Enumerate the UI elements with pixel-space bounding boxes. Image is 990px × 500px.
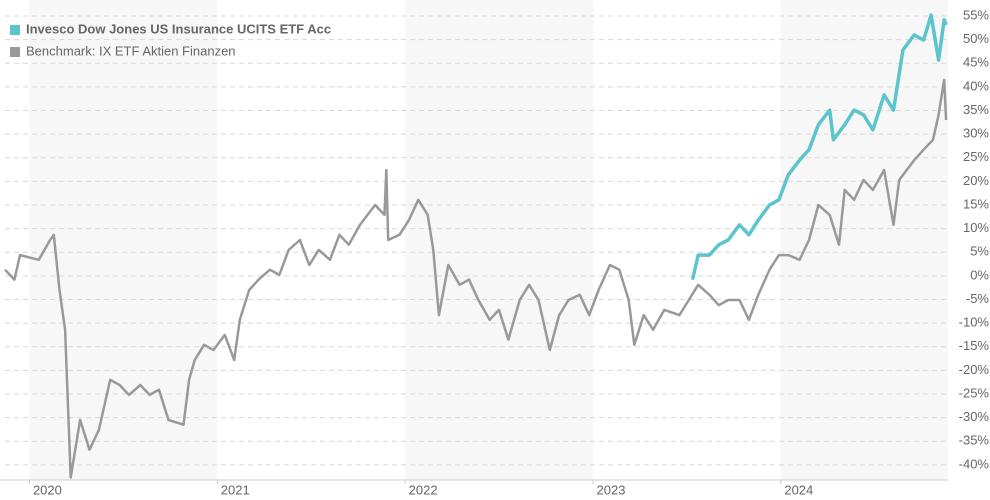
x-tick-label: 2022 <box>409 482 438 497</box>
y-tick-label: -20% <box>959 362 990 377</box>
year-band <box>780 0 948 480</box>
x-tick-label: 2024 <box>784 482 813 497</box>
y-tick-label: -5% <box>966 291 990 306</box>
y-tick-label: -15% <box>959 338 990 353</box>
grid <box>0 15 948 484</box>
y-tick-label: -25% <box>959 385 990 400</box>
x-tick-label: 2023 <box>597 482 626 497</box>
x-tick-label: 2021 <box>221 482 250 497</box>
y-tick-label: -30% <box>959 409 990 424</box>
y-tick-label: 20% <box>963 173 989 188</box>
lines <box>4 13 948 479</box>
year-band <box>29 0 218 480</box>
legend-swatch <box>10 47 20 57</box>
year-bands <box>29 0 948 480</box>
legend-label: Benchmark: IX ETF Aktien Finanzen <box>26 43 236 58</box>
legend-swatch <box>10 25 20 35</box>
y-tick-label: 30% <box>963 126 989 141</box>
y-tick-label: 45% <box>963 55 989 70</box>
x-tick-label: 2020 <box>33 482 62 497</box>
labels: 2020 2021 2022 2023 2024 55% 50% 45% 40% 35% 30% 25… <box>10 7 989 497</box>
y-tick-label: 10% <box>963 220 989 235</box>
y-tick-label: 5% <box>970 244 989 259</box>
y-tick-label: -35% <box>959 433 990 448</box>
y-tick-label: 25% <box>963 149 989 164</box>
y-tick-label: 40% <box>963 78 989 93</box>
y-tick-label: 50% <box>963 31 989 46</box>
y-tick-label: 15% <box>963 196 989 211</box>
series-line <box>690 13 948 280</box>
y-tick-label: 0% <box>970 267 989 282</box>
y-tick-label: -10% <box>959 315 990 330</box>
y-tick-label: 35% <box>963 102 989 117</box>
series-line <box>4 78 948 479</box>
y-tick-label: -40% <box>959 456 990 471</box>
legend-label: Invesco Dow Jones US Insurance UCITS ETF… <box>26 21 331 36</box>
year-band <box>405 0 593 480</box>
y-tick-label: 55% <box>963 7 989 22</box>
